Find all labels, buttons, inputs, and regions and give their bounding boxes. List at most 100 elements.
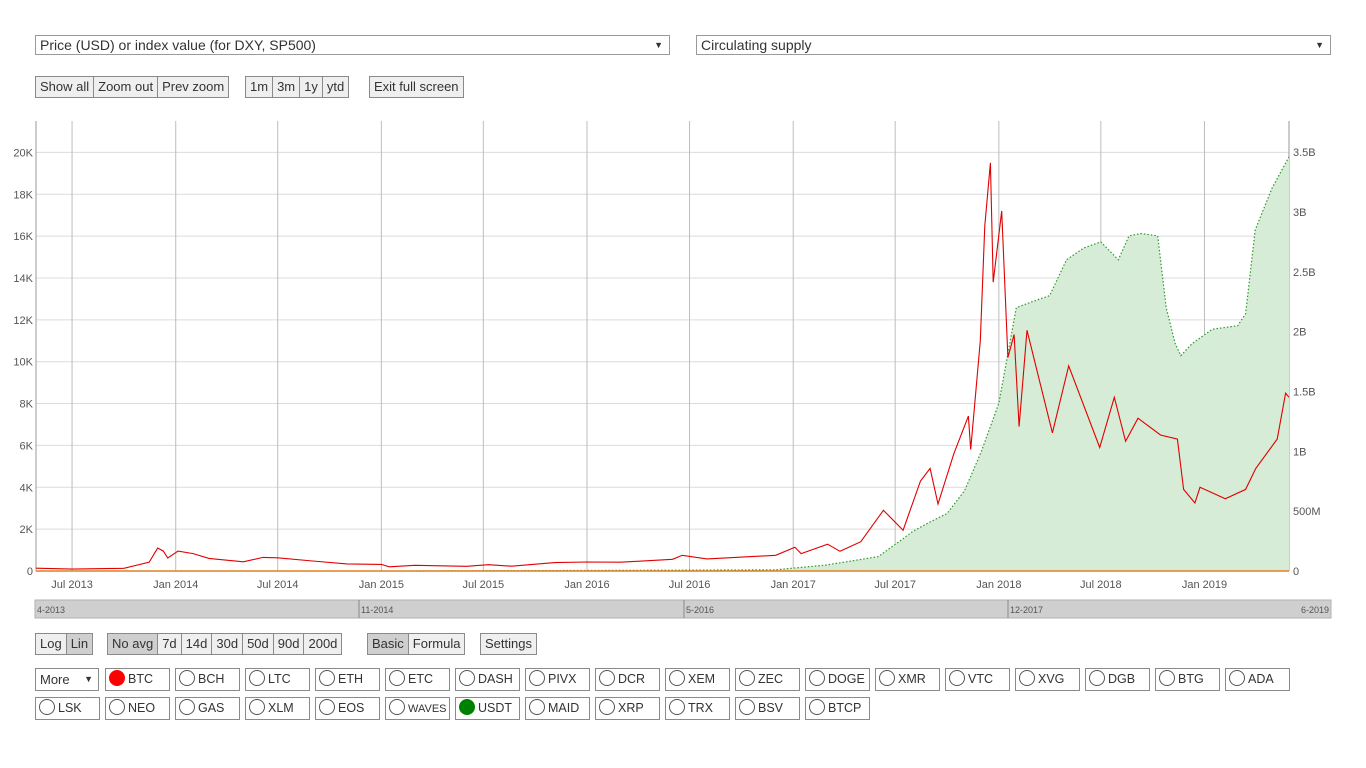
range-1m-button[interactable]: 1m bbox=[245, 76, 274, 98]
range-ytd-button[interactable]: ytd bbox=[321, 76, 350, 98]
coin-toggle-waves[interactable]: WAVES bbox=[385, 697, 450, 720]
toggle-circle-icon bbox=[599, 699, 615, 715]
toggle-circle-icon bbox=[1089, 670, 1105, 686]
x-tick-label: Jan 2017 bbox=[771, 579, 816, 591]
toggle-circle-icon bbox=[669, 699, 685, 715]
avg-90d-button[interactable]: 90d bbox=[272, 633, 305, 655]
coin-label: XLM bbox=[268, 701, 294, 715]
coin-toggle-ada[interactable]: ADA bbox=[1225, 668, 1290, 691]
range-3m-button[interactable]: 3m bbox=[272, 76, 301, 98]
toggle-circle-icon bbox=[599, 670, 615, 686]
y2-tick-label: 3B bbox=[1293, 207, 1306, 219]
exit-full-screen-button[interactable]: Exit full screen bbox=[369, 76, 464, 98]
y-tick-label: 20K bbox=[13, 147, 33, 159]
y2-tick-label: 1.5B bbox=[1293, 386, 1316, 398]
coin-toggle-eth[interactable]: ETH bbox=[315, 668, 380, 691]
navigator-bar[interactable] bbox=[34, 599, 1332, 619]
toggle-circle-icon bbox=[669, 670, 685, 686]
settings-button[interactable]: Settings bbox=[480, 633, 537, 655]
coin-toggle-xrp[interactable]: XRP bbox=[595, 697, 660, 720]
coin-toggle-trx[interactable]: TRX bbox=[665, 697, 730, 720]
coin-toggle-btcp[interactable]: BTCP bbox=[805, 697, 870, 720]
coin-toggle-pivx[interactable]: PIVX bbox=[525, 668, 590, 691]
coin-toggle-doge[interactable]: DOGE bbox=[805, 668, 870, 691]
coin-toggle-vtc[interactable]: VTC bbox=[945, 668, 1010, 691]
show-all-button[interactable]: Show all bbox=[35, 76, 95, 98]
coin-label: TRX bbox=[688, 701, 713, 715]
y-tick-label: 8K bbox=[20, 399, 34, 411]
coin-toggle-etc[interactable]: ETC bbox=[385, 668, 450, 691]
settings-controls: Settings bbox=[480, 633, 537, 655]
navigator-label: 4-2013 bbox=[37, 605, 65, 615]
toggle-circle-icon bbox=[459, 699, 475, 715]
coin-toggle-xem[interactable]: XEM bbox=[665, 668, 730, 691]
coin-label: NEO bbox=[128, 701, 156, 715]
toggle-circle-icon bbox=[249, 670, 265, 686]
coin-toggle-btc[interactable]: BTC bbox=[105, 668, 170, 691]
usdt-supply-area bbox=[412, 156, 1289, 571]
coin-toggle-xvg[interactable]: XVG bbox=[1015, 668, 1080, 691]
prev-zoom-button[interactable]: Prev zoom bbox=[157, 76, 230, 98]
toggle-circle-icon bbox=[739, 699, 755, 715]
avg-14d-button[interactable]: 14d bbox=[180, 633, 213, 655]
price-chart[interactable]: 0 2K 4K 6K 8K 10K 12K 14K 16K 18K 20K 0 500M 1B 1.5B 2B… bbox=[0, 115, 1366, 625]
coin-toggle-maid[interactable]: MAID bbox=[525, 697, 590, 720]
toggle-circle-icon bbox=[389, 699, 405, 715]
coin-toggle-lsk[interactable]: LSK bbox=[35, 697, 100, 720]
coin-label: GAS bbox=[198, 701, 225, 715]
coin-label: BCH bbox=[198, 672, 225, 686]
coin-label: DASH bbox=[478, 672, 513, 686]
coin-toggle-dcr[interactable]: DCR bbox=[595, 668, 660, 691]
more-coins-select[interactable]: More ▼ bbox=[35, 668, 99, 691]
coin-toggle-xmr[interactable]: XMR bbox=[875, 668, 940, 691]
coin-toggle-dash[interactable]: DASH bbox=[455, 668, 520, 691]
coin-toggle-gas[interactable]: GAS bbox=[175, 697, 240, 720]
coin-toggle-usdt[interactable]: USDT bbox=[455, 697, 520, 720]
avg-7d-button[interactable]: 7d bbox=[157, 633, 182, 655]
coin-toggle-bch[interactable]: BCH bbox=[175, 668, 240, 691]
coin-toggle-xlm[interactable]: XLM bbox=[245, 697, 310, 720]
x-tick-label: Jan 2019 bbox=[1182, 579, 1227, 591]
no-avg-button[interactable]: No avg bbox=[107, 633, 159, 655]
toggle-circle-icon bbox=[529, 670, 545, 686]
toggle-circle-icon bbox=[949, 670, 965, 686]
coin-label: PIVX bbox=[548, 672, 577, 686]
x-tick-label: Jan 2016 bbox=[564, 579, 609, 591]
avg-50d-button[interactable]: 50d bbox=[242, 633, 274, 655]
coin-toggle-dgb[interactable]: DGB bbox=[1085, 668, 1150, 691]
linear-scale-button[interactable]: Lin bbox=[65, 633, 94, 655]
dropdown-arrow-icon: ▼ bbox=[1315, 40, 1324, 50]
coin-label: LTC bbox=[268, 672, 291, 686]
coin-toggle-btg[interactable]: BTG bbox=[1155, 668, 1220, 691]
avg-30d-button[interactable]: 30d bbox=[211, 633, 244, 655]
primary-metric-select[interactable]: Price (USD) or index value (for DXY, SP5… bbox=[35, 35, 670, 55]
toggle-circle-icon bbox=[319, 670, 335, 686]
coin-label: XVG bbox=[1038, 672, 1065, 686]
y-tick-label: 10K bbox=[13, 357, 33, 369]
coin-toggle-ltc[interactable]: LTC bbox=[245, 668, 310, 691]
range-1y-button[interactable]: 1y bbox=[299, 76, 323, 98]
coin-toggle-bsv[interactable]: BSV bbox=[735, 697, 800, 720]
y2-tick-label: 2B bbox=[1293, 327, 1306, 339]
coin-label: BSV bbox=[758, 701, 784, 715]
dropdown-arrow-icon: ▼ bbox=[654, 40, 663, 50]
coin-toggle-neo[interactable]: NEO bbox=[105, 697, 170, 720]
y2-tick-label: 0 bbox=[1293, 566, 1299, 578]
x-tick-label: Jan 2015 bbox=[359, 579, 404, 591]
formula-mode-button[interactable]: Formula bbox=[407, 633, 466, 655]
navigator-label: 11-2014 bbox=[361, 605, 393, 615]
dropdown-arrow-icon: ▼ bbox=[84, 674, 93, 684]
avg-200d-button[interactable]: 200d bbox=[303, 633, 343, 655]
y2-tick-label: 500M bbox=[1293, 506, 1321, 518]
zoom-out-button[interactable]: Zoom out bbox=[93, 76, 159, 98]
toggle-circle-icon bbox=[1019, 670, 1035, 686]
coin-toggle-zec[interactable]: ZEC bbox=[735, 668, 800, 691]
coin-toggle-eos[interactable]: EOS bbox=[315, 697, 380, 720]
log-scale-button[interactable]: Log bbox=[35, 633, 67, 655]
basic-mode-button[interactable]: Basic bbox=[367, 633, 409, 655]
coin-label: MAID bbox=[548, 701, 580, 715]
mode-controls: Basic Formula bbox=[367, 633, 466, 655]
coin-label: EOS bbox=[338, 701, 365, 715]
y-tick-label: 12K bbox=[13, 315, 33, 327]
secondary-metric-select[interactable]: Circulating supply ▼ bbox=[696, 35, 1331, 55]
